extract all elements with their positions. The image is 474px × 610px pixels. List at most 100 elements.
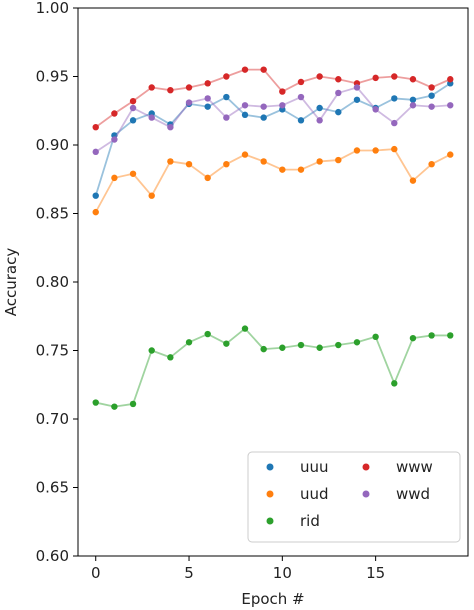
data-point-rid xyxy=(204,330,211,338)
data-point-wwd xyxy=(92,148,99,156)
data-point-rid xyxy=(185,339,193,346)
data-point-www xyxy=(204,80,211,87)
y-tick-label: 0.65 xyxy=(36,479,69,497)
data-point-wwd xyxy=(297,93,305,101)
data-point-www xyxy=(279,88,286,95)
data-point-uuu xyxy=(353,96,361,103)
legend: uuu www uud wwd rid xyxy=(247,451,461,543)
data-point-rid xyxy=(409,334,417,342)
data-point-uud xyxy=(185,160,193,168)
data-point-wwd xyxy=(223,114,230,121)
data-point-www xyxy=(447,76,454,83)
data-point-rid xyxy=(353,339,361,346)
data-point-wwd xyxy=(391,119,398,127)
legend-label-www: www xyxy=(396,458,433,476)
data-point-www xyxy=(111,110,118,117)
data-point-wwd xyxy=(372,106,379,113)
data-point-uud xyxy=(372,147,379,154)
x-axis-label: Epoch # xyxy=(241,590,304,608)
y-tick-label: 1.00 xyxy=(36,0,69,17)
legend-item-www: www xyxy=(362,458,433,476)
legend-marker-wwd xyxy=(362,490,370,498)
data-point-www xyxy=(297,78,305,86)
x-tick-label: 10 xyxy=(273,564,292,582)
data-point-uuu xyxy=(223,93,230,101)
data-point-uud xyxy=(129,170,137,177)
data-point-uuu xyxy=(428,92,435,99)
series-line-rid xyxy=(95,327,451,408)
data-point-uud xyxy=(335,156,342,164)
data-point-uuu xyxy=(316,104,323,112)
data-point-wwd xyxy=(335,89,342,97)
data-point-rid xyxy=(223,340,230,347)
data-point-rid xyxy=(279,344,286,351)
data-point-uuu xyxy=(409,96,417,103)
data-point-wwd xyxy=(129,104,137,112)
data-point-rid xyxy=(111,403,118,410)
data-point-www xyxy=(335,76,342,83)
data-point-uud xyxy=(391,145,398,153)
data-point-uud xyxy=(409,177,417,184)
legend-label-rid: rid xyxy=(300,512,320,530)
data-point-uud xyxy=(316,158,323,165)
legend-item-wwd: wwd xyxy=(362,485,430,503)
plot-area xyxy=(92,66,454,410)
data-point-rid xyxy=(391,380,398,387)
data-point-rid xyxy=(129,400,137,408)
data-point-uud xyxy=(297,166,305,173)
data-point-rid xyxy=(335,341,342,349)
data-point-uud xyxy=(353,147,361,154)
y-tick-label: 0.90 xyxy=(36,136,69,154)
x-tick-label: 15 xyxy=(366,564,385,582)
data-point-wwd xyxy=(409,102,417,109)
data-point-wwd xyxy=(260,103,267,110)
legend-label-wwd: wwd xyxy=(396,485,430,503)
series-wwd xyxy=(92,84,454,156)
data-point-wwd xyxy=(241,102,249,109)
legend-item-rid: rid xyxy=(266,512,320,530)
legend-marker-www xyxy=(362,463,370,471)
data-point-uuu xyxy=(260,114,267,121)
data-point-wwd xyxy=(428,103,435,110)
y-axis-label: Accuracy xyxy=(2,248,20,317)
data-point-www xyxy=(409,76,417,83)
data-point-rid xyxy=(316,344,323,351)
x-tick-label: 5 xyxy=(184,564,194,582)
data-point-uud xyxy=(204,174,211,182)
series-line-uuu xyxy=(94,82,451,196)
data-point-www xyxy=(223,73,230,80)
data-point-www xyxy=(167,87,174,94)
data-point-www xyxy=(372,74,379,82)
y-tick-label: 0.95 xyxy=(36,68,69,86)
y-tick-label: 0.75 xyxy=(36,342,69,360)
data-point-wwd xyxy=(447,102,454,109)
data-point-uud xyxy=(447,151,454,158)
data-point-wwd xyxy=(316,117,323,124)
data-point-uuu xyxy=(297,117,305,124)
data-point-uud xyxy=(167,158,174,165)
data-point-wwd xyxy=(111,136,118,143)
data-point-www xyxy=(241,66,249,73)
data-point-uud xyxy=(279,166,286,173)
series-uuu xyxy=(92,80,454,199)
data-point-wwd xyxy=(167,123,174,131)
data-point-rid xyxy=(167,354,174,361)
y-tick-label: 0.70 xyxy=(36,410,69,428)
data-point-uuu xyxy=(204,103,211,110)
legend-item-uuu: uuu xyxy=(266,458,329,476)
data-point-rid xyxy=(92,399,99,406)
data-point-rid xyxy=(297,341,305,349)
data-point-rid xyxy=(148,347,155,354)
legend-box xyxy=(247,451,461,543)
data-point-www xyxy=(316,73,323,80)
data-point-wwd xyxy=(353,84,361,91)
data-point-uud xyxy=(148,192,155,199)
data-point-uud xyxy=(241,151,249,158)
data-point-uud xyxy=(92,208,99,216)
data-point-wwd xyxy=(148,114,155,121)
data-point-uuu xyxy=(129,117,137,124)
legend-marker-uuu xyxy=(266,463,274,471)
data-point-www xyxy=(185,84,193,91)
series-www xyxy=(92,66,454,131)
